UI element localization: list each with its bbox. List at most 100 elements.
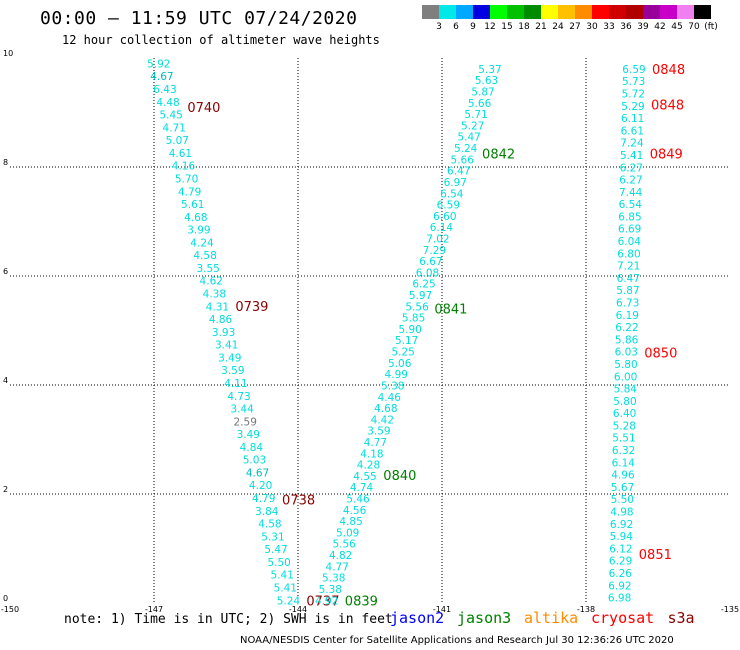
wave-height-value: 4.73 — [227, 391, 250, 403]
pass-time-label: 0738 — [282, 493, 315, 508]
y-tick-label: 0 — [3, 594, 8, 603]
wave-height-value: 5.07 — [166, 135, 189, 147]
wave-height-value: 4.16 — [172, 161, 196, 173]
y-tick-label: 8 — [3, 158, 8, 167]
pass-time-label: 0740 — [187, 101, 220, 116]
legend-item-jason3: jason3 — [457, 609, 512, 627]
wave-height-value: 6.12 — [609, 543, 632, 555]
wave-height-value: 5.50 — [611, 494, 634, 506]
wave-height-value: 3.55 — [196, 263, 219, 275]
wave-height-value: 4.38 — [203, 289, 226, 301]
wave-height-value: 4.11 — [224, 378, 247, 390]
wave-height-value: 6.00 — [614, 371, 637, 383]
wave-height-value: 5.86 — [615, 334, 639, 346]
wave-height-value: 6.60 — [433, 211, 456, 223]
wave-height-value: 4.20 — [249, 480, 272, 492]
wave-height-value: 5.80 — [613, 396, 636, 408]
color-scale-cell — [626, 5, 643, 19]
wave-height-value: 5.56 — [332, 539, 356, 551]
wave-height-value: 5.17 — [395, 335, 418, 347]
wave-height-value: 5.47 — [457, 132, 480, 144]
wave-height-value: 4.98 — [610, 506, 633, 518]
wave-height-value: 6.32 — [612, 445, 635, 457]
wave-height-value: 6.22 — [615, 322, 638, 334]
wave-height-value: 3.59 — [367, 426, 390, 438]
legend-item-jason2: jason2 — [390, 609, 445, 627]
color-scale-cell — [575, 5, 592, 19]
wave-height-value: 5.50 — [267, 557, 290, 569]
wave-height-value: 6.92 — [610, 519, 633, 531]
wave-height-value: 4.96 — [611, 470, 635, 482]
wave-height-value: 7.24 — [620, 138, 644, 150]
color-scale-cell — [473, 5, 490, 19]
wave-height-value: 4.31 — [206, 301, 229, 313]
wave-height-value: 4.77 — [326, 561, 349, 573]
legend-item-altika: altika — [524, 609, 579, 627]
wave-height-value: 7.21 — [617, 261, 640, 273]
wave-height-value: 6.40 — [613, 408, 636, 420]
wave-height-value: 6.11 — [621, 113, 644, 125]
pass-time-label: 0842 — [482, 147, 515, 162]
wave-height-value: 3.99 — [187, 225, 210, 237]
color-scale-label: 42 — [654, 22, 666, 32]
wave-height-value: 4.42 — [371, 414, 394, 426]
legend-item-s3a: s3a — [667, 609, 695, 627]
wave-height-value: 5.47 — [264, 544, 287, 556]
color-scale-cell — [524, 5, 541, 19]
pass-time-label: 0849 — [650, 147, 683, 162]
wave-height-value: 6.08 — [416, 267, 439, 279]
wave-height-value: 6.43 — [153, 84, 176, 96]
wave-height-value: 5.70 — [175, 173, 198, 185]
wave-height-value: 6.97 — [444, 177, 467, 189]
wave-height-value: 4.48 — [156, 97, 179, 109]
wave-height-value: 5.41 — [620, 150, 643, 162]
wave-height-value: 4.99 — [385, 369, 408, 381]
wave-height-value: 5.87 — [471, 87, 494, 99]
pass-time-label: 0848 — [651, 98, 684, 113]
y-tick-label: 2 — [3, 485, 8, 494]
wave-height-value: 4.46 — [378, 392, 402, 404]
wave-height-value: 5.73 — [622, 76, 645, 88]
wave-height-value: 4.56 — [343, 505, 367, 517]
color-scale-cell — [439, 5, 456, 19]
color-scale-label: 12 — [484, 22, 496, 32]
color-scale-cell — [507, 5, 524, 19]
wave-height-value: 3.84 — [255, 506, 279, 518]
color-scale-cell — [660, 5, 677, 19]
wave-height-value: 4.74 — [350, 482, 374, 494]
color-scale-label: 3 — [436, 22, 442, 32]
wave-height-value: 3.41 — [215, 340, 238, 352]
wave-height-value: 5.63 — [475, 75, 498, 87]
wave-height-value: 3.49 — [218, 352, 241, 364]
wave-height-value: 6.73 — [616, 297, 639, 309]
wave-height-value: 6.69 — [618, 224, 641, 236]
wave-height-value: 7.29 — [423, 245, 446, 257]
wave-height-value: 4.18 — [360, 448, 383, 460]
color-scale-cell — [541, 5, 558, 19]
pass-time-label: 0848 — [652, 63, 685, 78]
chart-title: 00:00 – 11:59 UTC 07/24/2020 — [40, 8, 358, 29]
wave-height-value: 4.67 — [246, 467, 269, 479]
footer-credit: NOAA/NESDIS Center for Satellite Applica… — [240, 635, 674, 646]
wave-height-value: 6.85 — [618, 211, 641, 223]
wave-height-value: 6.29 — [609, 556, 632, 568]
wave-height-value: 4.67 — [150, 71, 173, 83]
color-scale-label: 15 — [501, 22, 513, 32]
wave-height-value: 6.98 — [608, 593, 631, 605]
wave-height-value: 5.84 — [614, 384, 638, 396]
color-scale-label: 9 — [470, 22, 476, 32]
wave-height-value: 6.47 — [617, 273, 640, 285]
wave-height-value: 5.38 — [319, 584, 342, 596]
wave-height-value: 6.80 — [617, 248, 640, 260]
wave-height-value: 6.19 — [616, 310, 639, 322]
wave-height-value: 5.38 — [322, 573, 345, 585]
x-tick-label: -141 — [433, 605, 451, 614]
wave-height-value: 5.56 — [405, 301, 429, 313]
wave-height-value: 5.71 — [464, 109, 487, 121]
wave-height-value: 5.06 — [388, 358, 412, 370]
wave-height-value: 6.04 — [618, 236, 642, 248]
wave-height-value: 6.27 — [619, 175, 642, 187]
color-scale-label: 18 — [518, 22, 530, 32]
wave-height-value: 3.59 — [221, 365, 244, 377]
